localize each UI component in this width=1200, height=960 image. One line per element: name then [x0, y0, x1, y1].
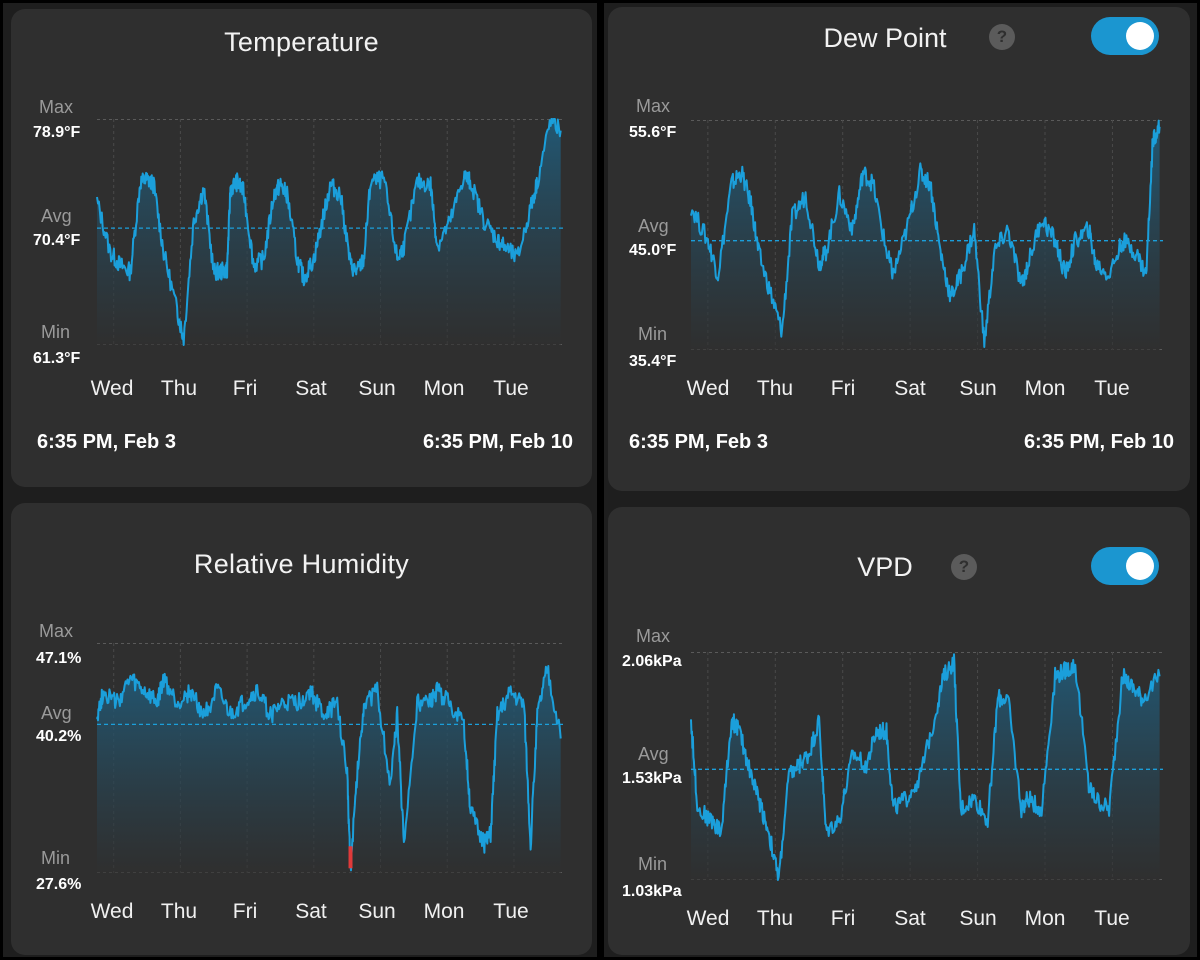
avg-value: 45.0°F [629, 242, 677, 259]
day-label: Thu [756, 907, 794, 930]
day-label: Sat [295, 377, 327, 400]
series-area [691, 654, 1160, 880]
avg-label: Avg [638, 744, 669, 764]
avg-label: Avg [41, 703, 72, 723]
min-value: 61.3°F [33, 350, 81, 367]
min-label: Min [41, 848, 71, 868]
max-label: Max [636, 96, 671, 116]
right-column: Dew Point ? Max 55.6°F Avg 45.0°F Min 35… [604, 3, 1197, 957]
max-value: 2.06kPa [622, 653, 682, 670]
card-title: Relative Humidity [193, 549, 410, 579]
help-icon[interactable]: ? [951, 554, 977, 580]
day-label: Fri [830, 907, 856, 930]
day-label: Tue [493, 377, 529, 400]
max-label: Max [39, 97, 74, 117]
avg-label: Avg [638, 216, 669, 236]
series-area [97, 119, 561, 345]
avg-value: 40.2% [36, 728, 82, 745]
dew-point-toggle[interactable] [1091, 17, 1159, 55]
max-value: 55.6°F [629, 124, 677, 141]
min-value: 1.03kPa [622, 883, 682, 900]
series-area [97, 666, 561, 873]
day-label: Wed [686, 907, 730, 930]
day-label: Mon [1024, 907, 1066, 930]
vpd-card: VPD ? Max 2.06kPa Avg 1.53kPa Min 1.03kP… [608, 507, 1190, 955]
series-line [96, 118, 562, 346]
humidity-chart [96, 643, 564, 873]
card-title: Dew Point [823, 23, 947, 53]
range-end: 6:35 PM, Feb 10 [422, 431, 573, 453]
series-line [690, 653, 1161, 881]
day-label: Sat [894, 907, 926, 930]
min-label: Min [638, 324, 668, 344]
toggle-knob [1126, 22, 1154, 50]
day-label: Wed [90, 377, 134, 400]
day-label: Sat [295, 900, 327, 923]
day-label: Wed [686, 377, 730, 400]
card-title: VPD [857, 552, 913, 582]
temperature-chart [96, 118, 564, 346]
vpd-toggle[interactable] [1091, 547, 1159, 585]
day-label: Mon [423, 900, 465, 923]
day-label: Mon [423, 377, 465, 400]
avg-value: 70.4°F [33, 232, 81, 249]
vpd-chart [690, 652, 1163, 881]
min-label: Min [41, 322, 71, 342]
card-title: Temperature [224, 27, 379, 57]
max-value: 78.9°F [33, 124, 81, 141]
series-line [690, 119, 1161, 348]
dashboard: Temperature Max 78.9°F Avg 70.4°F Min 61… [3, 3, 1197, 957]
day-label: Fri [830, 377, 856, 400]
day-label: Sun [358, 377, 396, 400]
humidity-card: Relative Humidity Max 47.1% Avg 40.2% Mi… [11, 503, 592, 955]
day-label: Thu [756, 377, 794, 400]
day-label: Thu [160, 377, 198, 400]
range-start: 6:35 PM, Feb 3 [629, 431, 768, 453]
dew-point-chart [690, 119, 1163, 350]
range-end: 6:35 PM, Feb 10 [1023, 431, 1174, 453]
day-label: Sun [358, 900, 396, 923]
max-label: Max [636, 626, 671, 646]
series-area [691, 120, 1160, 350]
day-label: Sun [959, 377, 997, 400]
dew-point-card: Dew Point ? Max 55.6°F Avg 45.0°F Min 35… [608, 7, 1190, 491]
toggle-knob [1126, 552, 1154, 580]
left-column: Temperature Max 78.9°F Avg 70.4°F Min 61… [3, 3, 597, 957]
day-label: Tue [1094, 377, 1130, 400]
help-icon[interactable]: ? [989, 24, 1015, 50]
min-value: 35.4°F [629, 353, 677, 370]
min-value: 27.6% [36, 876, 82, 893]
day-label: Sun [959, 907, 997, 930]
day-label: Fri [232, 900, 258, 923]
day-label: Tue [1094, 907, 1130, 930]
range-start: 6:35 PM, Feb 3 [37, 431, 176, 453]
day-label: Sat [894, 377, 926, 400]
day-label: Tue [493, 900, 529, 923]
min-label: Min [638, 854, 668, 874]
day-label: Wed [90, 900, 134, 923]
max-label: Max [39, 621, 74, 641]
day-label: Fri [232, 377, 258, 400]
max-value: 47.1% [36, 650, 82, 667]
day-label: Mon [1024, 377, 1066, 400]
avg-label: Avg [41, 206, 72, 226]
day-label: Thu [160, 900, 198, 923]
avg-value: 1.53kPa [622, 770, 682, 787]
temperature-card: Temperature Max 78.9°F Avg 70.4°F Min 61… [11, 9, 592, 487]
